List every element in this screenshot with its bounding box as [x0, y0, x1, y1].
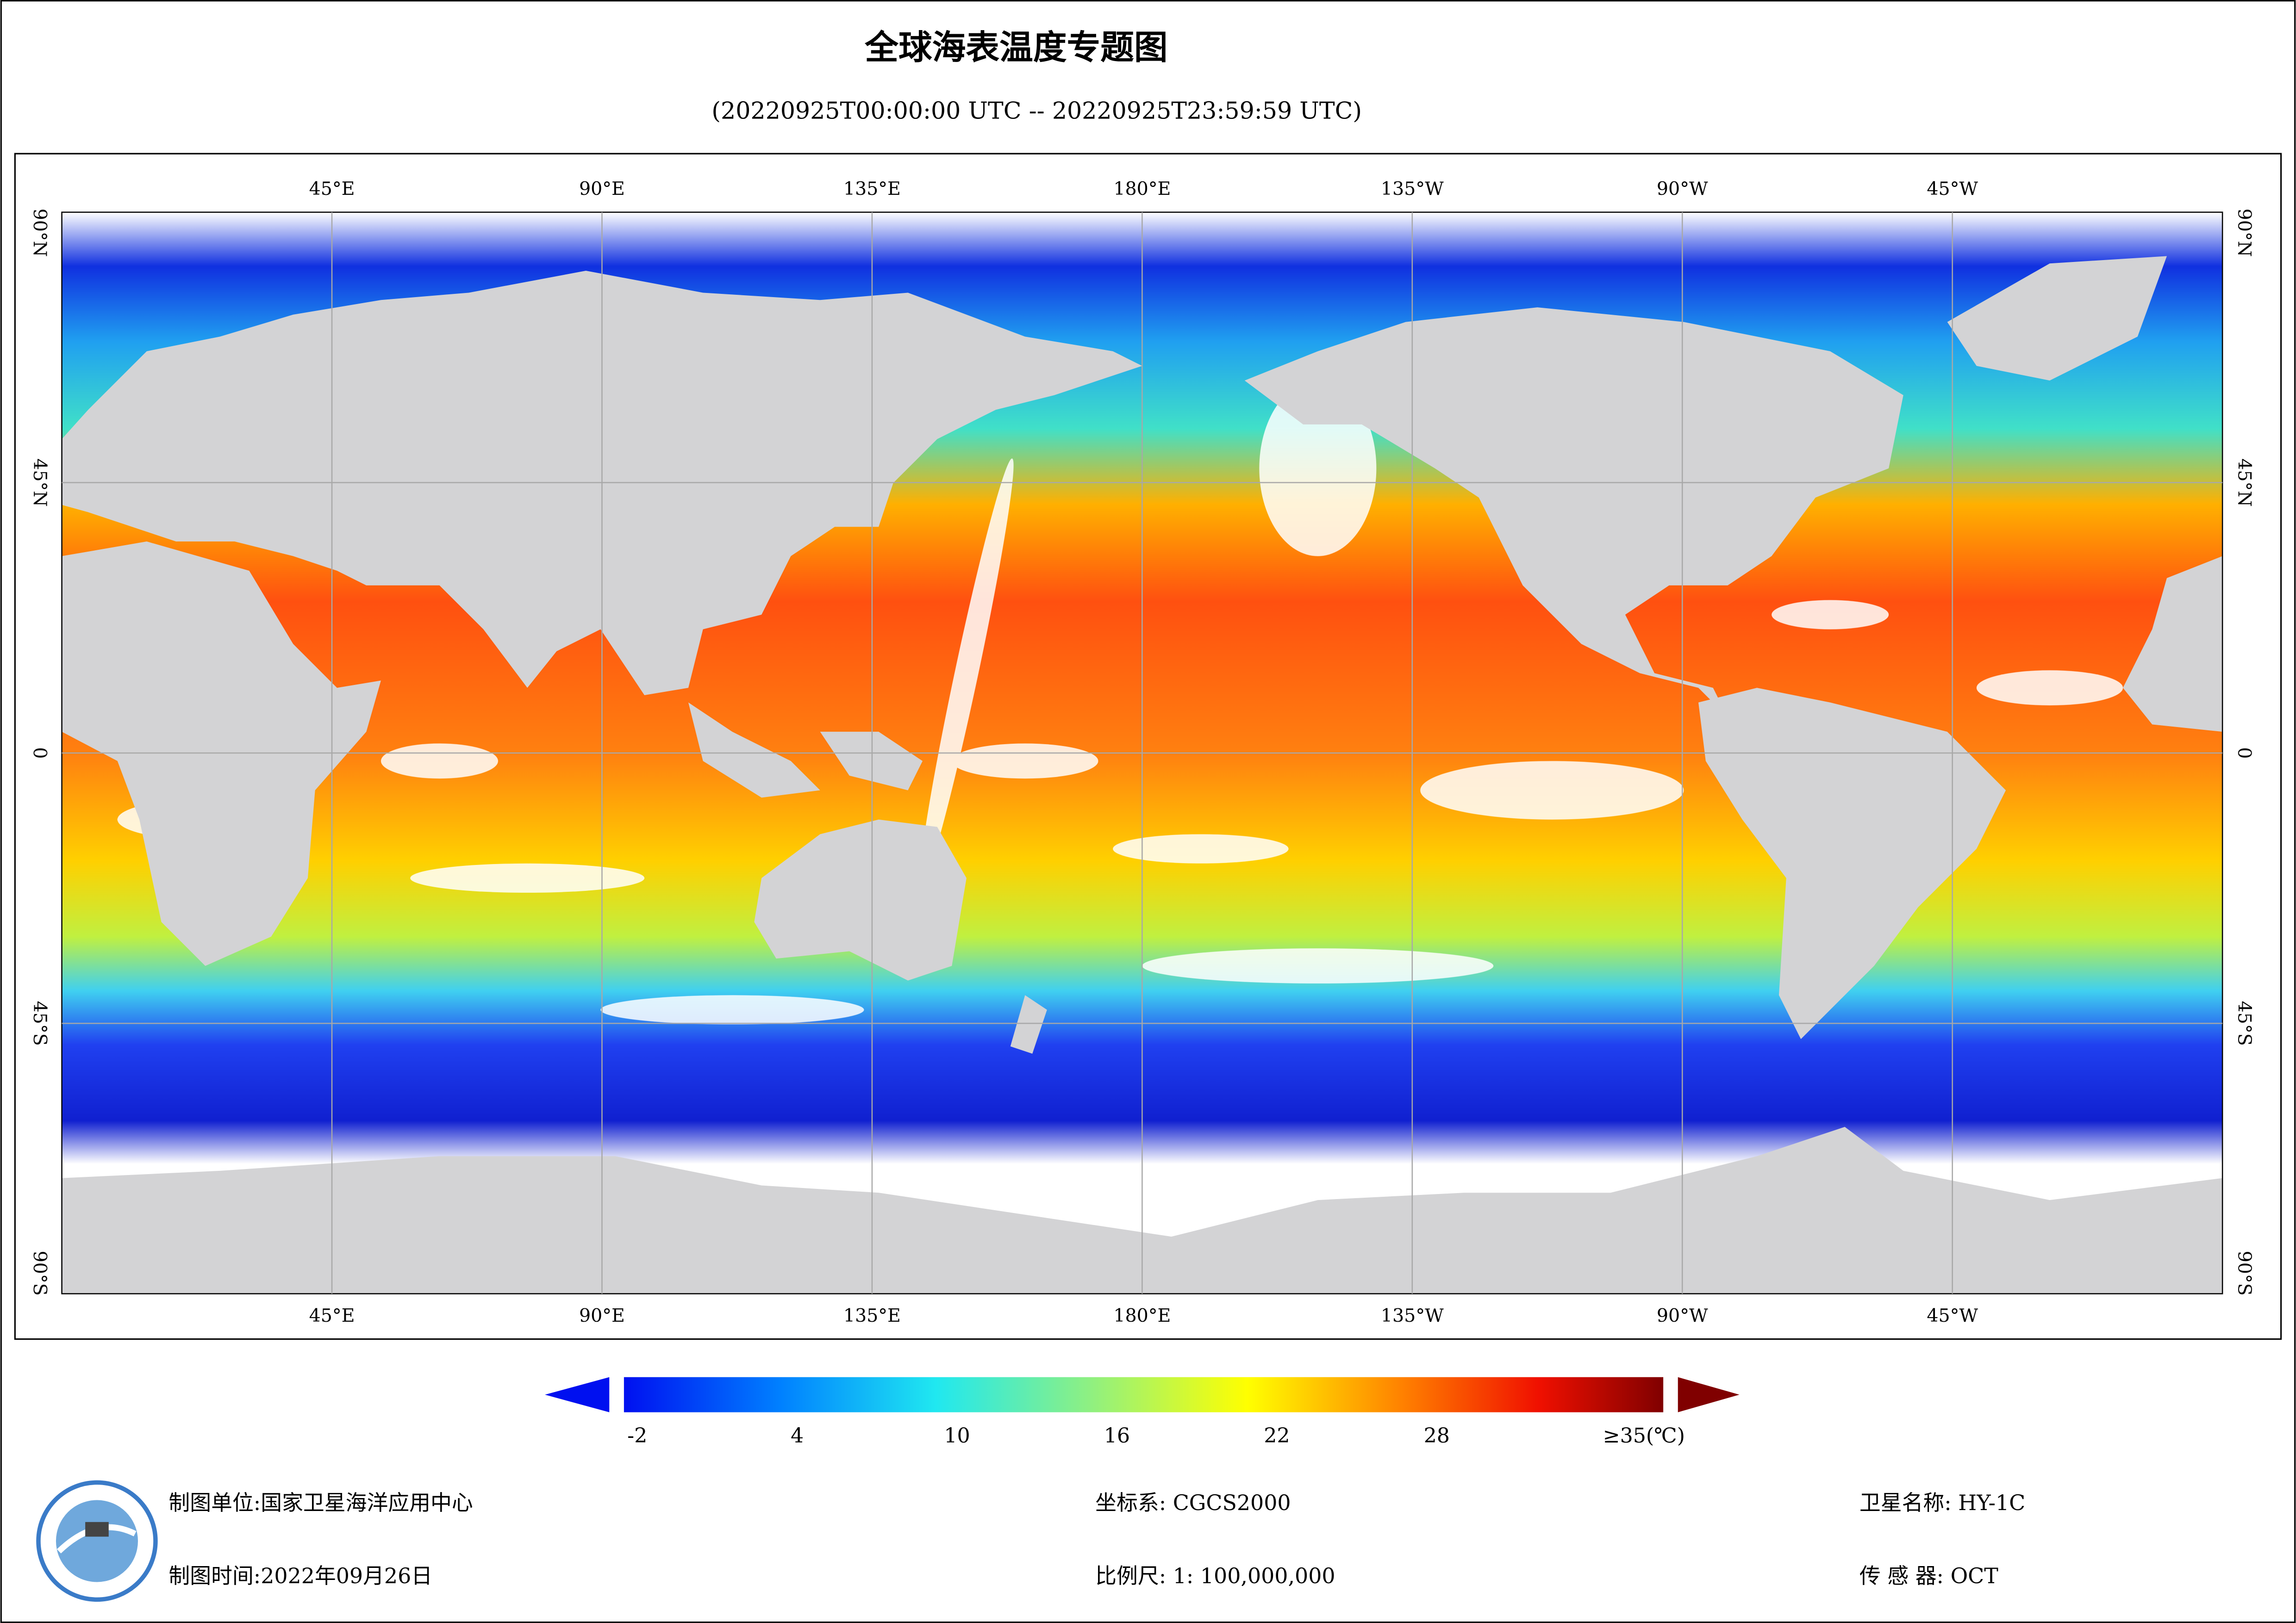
- colorbar-tick-label: 10: [944, 1424, 970, 1448]
- clouds: [117, 380, 2123, 1025]
- lon-label-bottom: 90°E: [579, 1305, 625, 1326]
- lon-label-bottom: 180°E: [1113, 1305, 1171, 1326]
- colorbar-tick-label: ≥35(℃): [1603, 1424, 1685, 1448]
- lon-label-bottom: 45°W: [1927, 1305, 1978, 1326]
- lat-label-right: 45°S: [2234, 1001, 2255, 1046]
- colorbar-tick-label: 28: [1424, 1424, 1450, 1448]
- lat-label-right: 0: [2234, 747, 2255, 759]
- subtitle: (20220925T00:00:00 UTC -- 20220925T23:59…: [711, 97, 1362, 124]
- lon-label-bottom: 135°E: [843, 1305, 901, 1326]
- footer-center: 坐标系: CGCS2000: [1095, 1490, 1291, 1515]
- colorbar-over: [1678, 1377, 1740, 1412]
- lon-label-bottom: 135°W: [1381, 1305, 1444, 1326]
- footer-left: 制图单位:国家卫星海洋应用中心: [168, 1490, 473, 1515]
- footer-center: 比例尺: 1: 100,000,000: [1095, 1563, 1335, 1588]
- title: 全球海表温度专题图: [864, 28, 1167, 68]
- lon-label-top: 45°E: [309, 178, 355, 199]
- footer-right: 传 感 器: OCT: [1859, 1563, 1998, 1588]
- lon-label-bottom: 45°E: [309, 1305, 355, 1326]
- lat-label-left: 45°S: [29, 1001, 50, 1046]
- colorbar-tick-label: 22: [1264, 1424, 1290, 1448]
- colorbar-tick-label: 4: [791, 1424, 804, 1448]
- lat-label-right: 90°S: [2234, 1251, 2255, 1296]
- footer-logo: [36, 1480, 158, 1602]
- logo-globe: [56, 1500, 138, 1582]
- lon-label-top: 135°E: [843, 178, 901, 199]
- footer-left: 制图时间:2022年09月26日: [168, 1563, 432, 1588]
- colorbar-tick-label: -2: [627, 1424, 647, 1448]
- map-frame: [14, 153, 2282, 1340]
- lat-label-left: 90°N: [29, 208, 50, 257]
- lon-label-top: 45°W: [1927, 178, 1978, 199]
- lon-label-top: 135°W: [1381, 178, 1444, 199]
- lon-label-top: 180°E: [1113, 178, 1171, 199]
- lon-label-bottom: 90°W: [1657, 1305, 1708, 1326]
- lat-label-right: 45°N: [2234, 458, 2255, 507]
- lat-label-left: 90°S: [29, 1251, 50, 1296]
- colorbar-under: [545, 1377, 610, 1412]
- footer-right: 卫星名称: HY-1C: [1859, 1490, 2025, 1515]
- lon-label-top: 90°W: [1657, 178, 1708, 199]
- lat-label-left: 0: [29, 747, 50, 759]
- logo-satellite: [85, 1522, 109, 1537]
- lat-label-left: 45°N: [29, 458, 50, 507]
- colorbar-tick-label: 16: [1104, 1424, 1130, 1448]
- lon-label-top: 90°E: [579, 178, 625, 199]
- lat-label-right: 90°N: [2234, 208, 2255, 257]
- colorbar: [624, 1377, 1664, 1412]
